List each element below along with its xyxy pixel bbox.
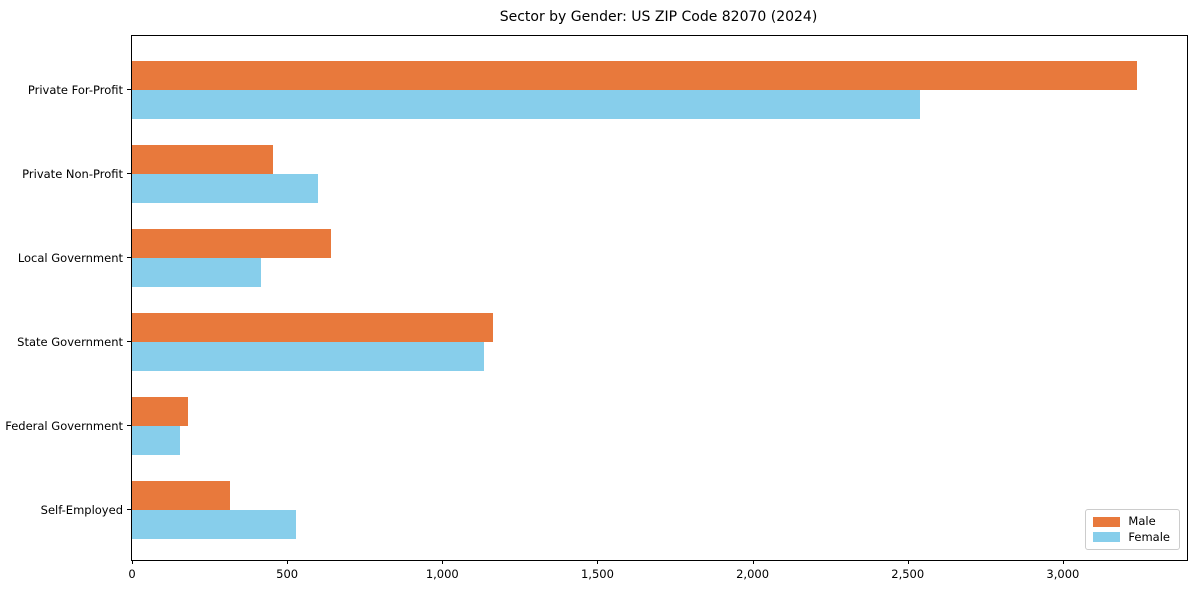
x-tick: [752, 560, 754, 564]
bar-female-6: [132, 509, 297, 539]
bar-male-2: [132, 144, 274, 174]
bar-male-3: [132, 228, 331, 258]
x-tick: [287, 560, 289, 564]
x-tick-label: 0: [128, 567, 136, 581]
chart-title: Sector by Gender: US ZIP Code 82070 (202…: [499, 9, 818, 25]
y-tick: [127, 173, 131, 175]
x-tick-label: 1,000: [425, 567, 459, 581]
legend-label: Male: [1128, 514, 1156, 528]
x-tick: [132, 560, 133, 564]
legend-row-female: Female: [1093, 529, 1170, 544]
x-tick-label: 2,000: [736, 567, 770, 581]
bar-female-4: [132, 341, 485, 371]
y-tick-label: Self-Employed: [40, 502, 123, 517]
bar-male-4: [132, 312, 494, 342]
legend-row-male: Male: [1093, 514, 1170, 528]
legend: Male Female: [1085, 509, 1180, 550]
bar-male-5: [132, 396, 188, 426]
bar-female-1: [132, 89, 921, 119]
bar-female-5: [132, 425, 181, 455]
bar-female-2: [132, 173, 319, 203]
x-tick: [907, 560, 909, 564]
bar-male-1: [132, 60, 1138, 90]
y-tick-label: Local Government: [17, 250, 123, 265]
y-tick-label: Private For-Profit: [27, 82, 123, 97]
legend-swatch-female: [1093, 532, 1121, 543]
y-tick-label: Private Non-Profit: [22, 166, 123, 181]
y-tick: [127, 89, 131, 91]
bar-male-6: [132, 480, 230, 510]
plot-area: Private For-Profit Private Non-Profit Loca…: [5, 35, 1188, 581]
y-tick-label: Federal Government: [5, 418, 123, 433]
legend-label: Female: [1128, 529, 1170, 544]
x-tick-label: 500: [276, 567, 299, 581]
legend-swatch-male: [1093, 516, 1121, 527]
y-tick: [127, 341, 131, 343]
y-tick-label: State Government: [17, 334, 123, 349]
bar-female-3: [132, 257, 261, 287]
y-tick: [127, 257, 131, 259]
x-tick-label: 1,500: [580, 567, 614, 581]
x-tick-label: 2,500: [891, 567, 925, 581]
y-tick: [127, 425, 131, 427]
x-tick-label: 3,000: [1046, 567, 1080, 581]
x-tick: [597, 560, 599, 564]
x-tick: [442, 560, 444, 564]
x-tick: [1062, 560, 1064, 564]
y-tick: [127, 509, 131, 511]
